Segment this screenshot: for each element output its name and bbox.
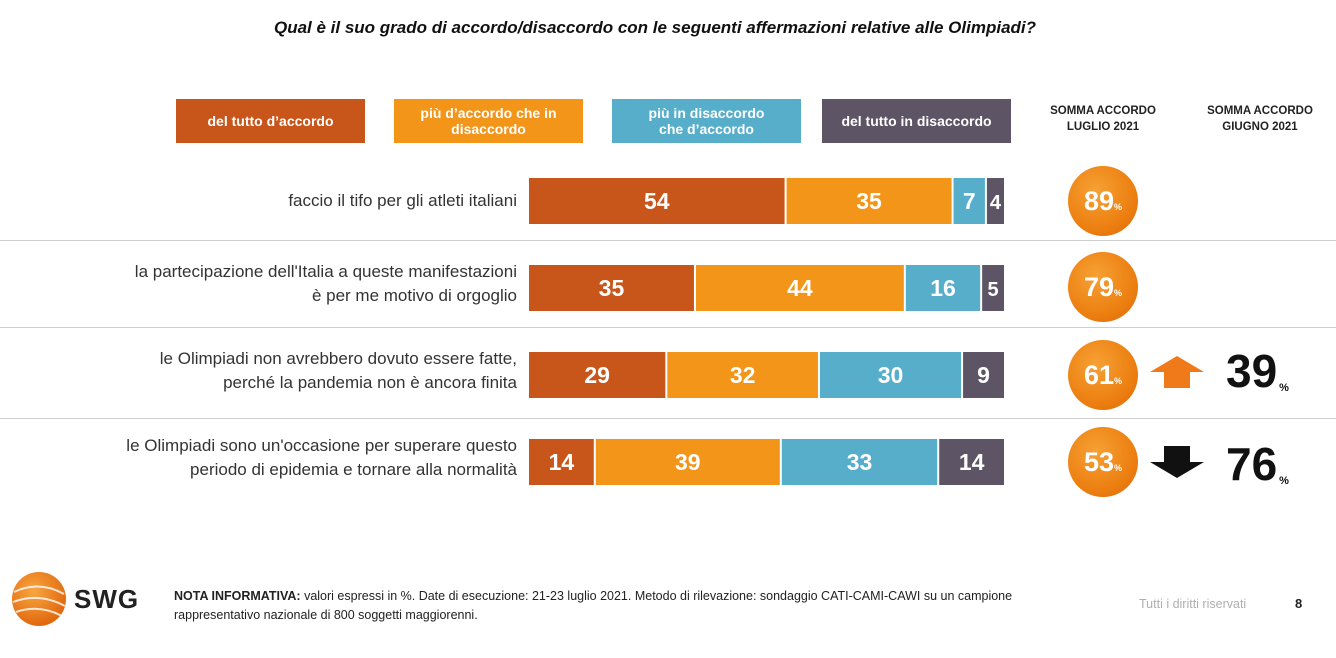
legend-item-mostly-disagree: più in disaccordo che d’accordo bbox=[612, 99, 801, 143]
row-separator bbox=[0, 240, 1336, 241]
bar-segment bbox=[905, 265, 981, 311]
bar-value-label: 39 bbox=[675, 449, 701, 475]
bar-value-label: 14 bbox=[959, 449, 985, 475]
june-total-value: 76% bbox=[1226, 438, 1289, 490]
row-separator bbox=[0, 418, 1336, 419]
bar-segment bbox=[695, 265, 904, 311]
bar-segment bbox=[781, 439, 938, 485]
bar-value-label: 5 bbox=[988, 279, 999, 301]
bar-segment bbox=[529, 439, 594, 485]
july-total-badge: 53% bbox=[1068, 427, 1138, 497]
bar-segment bbox=[953, 178, 985, 224]
bar-value-label: 35 bbox=[599, 275, 625, 301]
july-total-badge: 79% bbox=[1068, 252, 1138, 322]
bar-segment bbox=[529, 178, 785, 224]
arrow-down-icon bbox=[1150, 446, 1204, 478]
bar-value-label: 9 bbox=[977, 362, 990, 388]
row-separator bbox=[0, 327, 1336, 328]
bar-value-label: 44 bbox=[787, 275, 813, 301]
page-number: 8 bbox=[1295, 596, 1303, 611]
bar-value-label: 14 bbox=[549, 449, 575, 475]
chart-title: Qual è il suo grado di accordo/disaccord… bbox=[273, 18, 1037, 37]
copyright-text: Tutti i diritti riservati bbox=[1139, 597, 1247, 611]
bar-segment bbox=[595, 439, 780, 485]
bar-value-label: 29 bbox=[584, 362, 610, 388]
bar-value-label: 4 bbox=[990, 192, 1002, 214]
footnote: NOTA INFORMATIVA: valori espressi in %. … bbox=[174, 589, 1013, 622]
bar-segment bbox=[529, 265, 694, 311]
bar-value-label: 16 bbox=[930, 275, 956, 301]
legend-item-fully-agree: del tutto d’accordo bbox=[176, 99, 365, 143]
column-header-july: SOMMA ACCORDO LUGLIO 2021 bbox=[1050, 105, 1156, 133]
bar-segment bbox=[963, 352, 1004, 398]
june-total-value: 39% bbox=[1226, 345, 1289, 397]
row-label-2: la partecipazione dell'Italia a queste m… bbox=[134, 262, 517, 305]
row-label-3: le Olimpiadi non avrebbero dovuto essere… bbox=[159, 349, 517, 392]
legend-item-mostly-agree: più d’accordo che in disaccordo bbox=[394, 99, 583, 143]
july-total-badge: 89% bbox=[1068, 166, 1138, 236]
swg-logo-icon bbox=[12, 572, 66, 626]
bar-value-label: 30 bbox=[878, 362, 904, 388]
row-label-1: faccio il tifo per gli atleti italiani bbox=[288, 191, 517, 210]
bar-segment bbox=[819, 352, 962, 398]
bar-value-label: 54 bbox=[644, 188, 670, 214]
bar-segment bbox=[786, 178, 952, 224]
legend-item-fully-disagree: del tutto in disaccordo bbox=[822, 99, 1011, 143]
column-header-june: SOMMA ACCORDO GIUGNO 2021 bbox=[1207, 105, 1313, 133]
bar-segment bbox=[939, 439, 1004, 485]
july-total-badge: 61% bbox=[1068, 340, 1138, 410]
bar-value-label: 7 bbox=[963, 188, 976, 214]
bar-value-label: 32 bbox=[730, 362, 756, 388]
bar-segment bbox=[667, 352, 818, 398]
row-label-4: le Olimpiadi sono un'occasione per super… bbox=[126, 436, 517, 479]
bar-value-label: 33 bbox=[847, 449, 873, 475]
bar-segment bbox=[529, 352, 666, 398]
bar-segment bbox=[986, 178, 1004, 224]
bar-value-label: 35 bbox=[856, 188, 882, 214]
arrow-up-icon bbox=[1150, 356, 1204, 388]
brand-name: SWG bbox=[74, 584, 140, 614]
bar-segment bbox=[982, 265, 1004, 311]
